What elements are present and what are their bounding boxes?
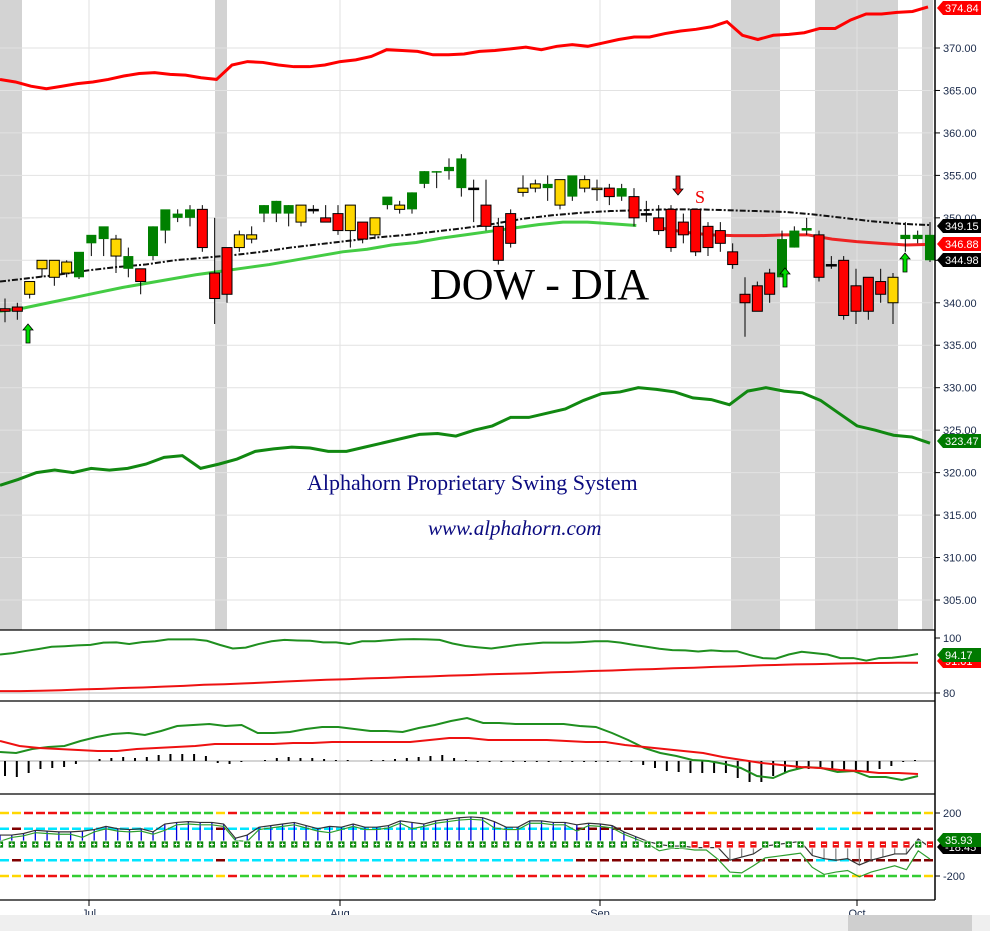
y-tick-label: 340.00 (943, 298, 977, 310)
y-tick-label: 355.00 (943, 170, 977, 182)
svg-text:200: 200 (943, 808, 961, 820)
value-tag: 346.88 (945, 239, 979, 251)
candlesticks (0, 154, 935, 337)
indicator-panel-1 (0, 638, 935, 694)
y-tick-label: 310.00 (943, 553, 977, 565)
scrollbar-thumb[interactable] (848, 915, 972, 931)
y-tick-label: 335.00 (943, 340, 977, 352)
chart-title: DOW - DIA (430, 260, 649, 309)
y-tick-label: 365.00 (943, 85, 977, 97)
month-label: Aug (330, 908, 350, 915)
price-overlays (0, 5, 931, 487)
y-tick-label: 370.00 (943, 43, 977, 55)
last-value-tags: 374.84349.15346.88344.98323.4791.0194.17… (937, 1, 981, 854)
y-tick-label: 320.00 (943, 468, 977, 480)
month-label: Sep (590, 908, 610, 915)
svg-text:100: 100 (943, 633, 961, 645)
svg-text:80: 80 (943, 688, 955, 700)
value-tag: 374.84 (945, 3, 979, 15)
value-tag: 349.15 (945, 221, 979, 233)
y-tick-label: 330.00 (943, 383, 977, 395)
buy-arrow-icon (22, 323, 34, 344)
brand-url: www.alphahorn.com (428, 516, 601, 540)
horizontal-scrollbar[interactable] (0, 915, 990, 931)
value-tag: 344.98 (945, 255, 979, 267)
panel-frames (0, 0, 936, 901)
buy-arrow-icon (899, 252, 911, 273)
month-label: Oct (848, 908, 865, 915)
x-axis: Jul Aug Sep Oct (82, 900, 866, 915)
buy-arrow-icon (779, 267, 791, 288)
value-tag: 35.93 (945, 835, 973, 847)
indicator-panel-3 (0, 811, 934, 878)
y-axis: 305.00310.00315.00320.00325.00330.00335.… (935, 43, 977, 883)
value-tag: 94.17 (945, 650, 973, 662)
brand-subtitle: Alphahorn Proprietary Swing System (307, 470, 638, 495)
y-tick-label: 360.00 (943, 128, 977, 140)
signal-arrows (22, 175, 911, 344)
y-tick-label: 305.00 (943, 595, 977, 607)
value-tag: 323.47 (945, 436, 979, 448)
y-tick-label: 315.00 (943, 510, 977, 522)
grid-lines (0, 0, 935, 900)
sell-arrow-icon (672, 175, 684, 196)
svg-text:-200: -200 (943, 871, 965, 883)
indicator-panel-2 (0, 716, 935, 782)
sell-signal-label: S (695, 187, 705, 207)
month-label: Jul (82, 908, 96, 915)
